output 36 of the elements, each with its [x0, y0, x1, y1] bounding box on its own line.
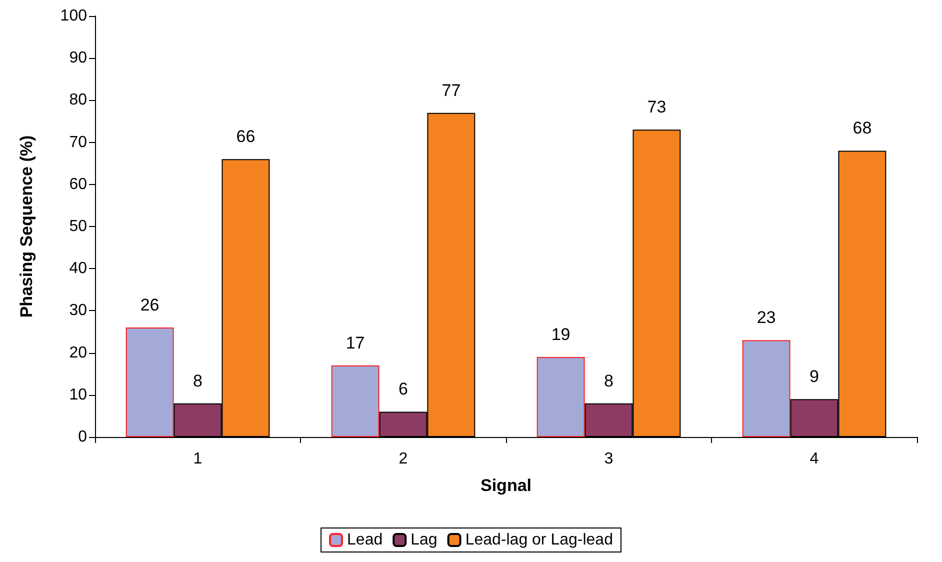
data-label: 68	[852, 118, 872, 138]
x-tick-label: 3	[604, 450, 614, 468]
data-label: 23	[756, 308, 776, 328]
x-tick-label: 1	[193, 450, 202, 468]
data-label: 19	[551, 325, 570, 344]
x-axis-title: Signal	[480, 476, 532, 495]
y-tick-label: 70	[69, 134, 88, 151]
data-label: 73	[647, 98, 666, 117]
data-label: 17	[346, 333, 365, 352]
y-tick-label: 20	[69, 344, 88, 362]
data-label: 77	[442, 80, 461, 100]
y-tick-label: 60	[69, 176, 88, 193]
bar	[536, 357, 585, 437]
data-label: 26	[140, 296, 160, 315]
data-label: 9	[810, 367, 819, 386]
y-tick-label: 100	[60, 8, 88, 24]
data-label: 8	[193, 371, 202, 390]
bar	[742, 340, 790, 437]
bar	[126, 328, 174, 437]
x-tick-label: 2	[398, 450, 408, 468]
y-tick-label: 30	[69, 302, 88, 320]
x-tick-label: 4	[810, 450, 819, 468]
y-tick-label: 0	[78, 428, 88, 446]
data-label: 8	[604, 371, 614, 390]
y-axis-title: Phasing Sequence (%)	[17, 135, 36, 318]
y-tick-label: 50	[69, 218, 88, 235]
y-tick-label: 10	[69, 386, 88, 404]
data-label: 66	[236, 127, 256, 146]
y-tick-label: 90	[69, 50, 88, 67]
legend-label: Lead	[347, 532, 383, 548]
legend-label: Lead-lag or Lag-lead	[465, 532, 613, 548]
bar	[331, 365, 380, 437]
data-label: 6	[398, 380, 408, 399]
y-tick-label: 80	[69, 92, 88, 109]
legend-label: Lag	[410, 532, 438, 548]
y-tick-label: 40	[69, 260, 88, 278]
